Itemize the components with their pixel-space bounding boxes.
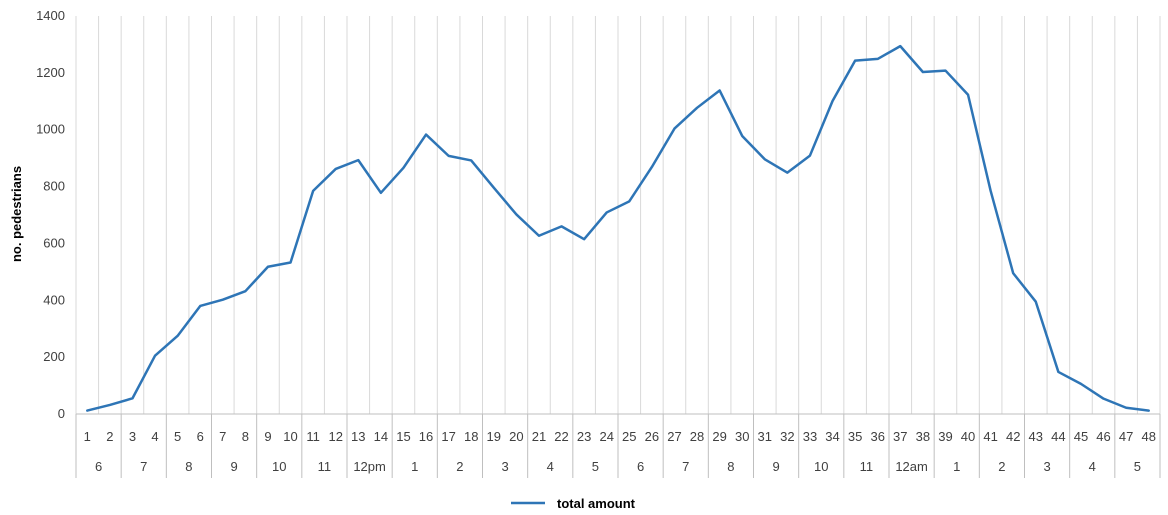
x-tick-label: 21 [532, 429, 546, 444]
x-tick-label: 28 [690, 429, 704, 444]
x-group-label: 3 [501, 459, 508, 474]
x-tick-label: 41 [983, 429, 997, 444]
x-tick-label: 24 [599, 429, 613, 444]
x-tick-label: 9 [264, 429, 271, 444]
data-series [86, 44, 1150, 412]
x-tick-label: 15 [396, 429, 410, 444]
x-tick-label: 43 [1029, 429, 1043, 444]
x-tick-label: 16 [419, 429, 433, 444]
x-tick-label: 17 [441, 429, 455, 444]
x-tick-label: 20 [509, 429, 523, 444]
x-tick-label: 19 [487, 429, 501, 444]
y-tick-label: 1400 [36, 8, 65, 23]
x-tick-label: 40 [961, 429, 975, 444]
x-group-label: 4 [547, 459, 554, 474]
x-tick-label: 37 [893, 429, 907, 444]
x-tick-label: 33 [803, 429, 817, 444]
x-tick-label: 36 [870, 429, 884, 444]
x-group-label: 12pm [353, 459, 386, 474]
x-tick-label: 27 [667, 429, 681, 444]
x-tick-label: 34 [825, 429, 839, 444]
x-tick-label: 12 [328, 429, 342, 444]
x-tick-label: 3 [129, 429, 136, 444]
y-axis-label: no. pedestrians [9, 166, 24, 262]
y-tick-label: 400 [43, 292, 65, 307]
x-group-label: 12am [895, 459, 928, 474]
x-tick-label: 32 [780, 429, 794, 444]
x-tick-label: 39 [938, 429, 952, 444]
x-tick-label: 35 [848, 429, 862, 444]
x-tick-label: 5 [174, 429, 181, 444]
x-group-label: 7 [140, 459, 147, 474]
x-group-label: 7 [682, 459, 689, 474]
x-group-label: 9 [772, 459, 779, 474]
x-tick-label: 48 [1141, 429, 1155, 444]
x-tick-label: 47 [1119, 429, 1133, 444]
vertical-grid [75, 16, 1161, 414]
y-axis: 0 200 400 600 800 1000 1200 1400 [36, 8, 65, 421]
x-group-label: 8 [185, 459, 192, 474]
x-group-label: 2 [456, 459, 463, 474]
x-group-label: 5 [1134, 459, 1141, 474]
y-tick-label: 0 [58, 406, 65, 421]
series-line [86, 44, 1150, 412]
x-group-label: 11 [318, 459, 332, 474]
y-tick-label: 1200 [36, 65, 65, 80]
x-group-label: 6 [637, 459, 644, 474]
x-tick-label: 6 [197, 429, 204, 444]
x-tick-label: 11 [306, 429, 320, 444]
x-tick-label: 2 [106, 429, 113, 444]
x-group-label: 11 [860, 459, 874, 474]
x-group-label: 1 [411, 459, 418, 474]
x-tick-label: 23 [577, 429, 591, 444]
x-tick-label: 8 [242, 429, 249, 444]
y-tick-label: 1000 [36, 122, 65, 137]
x-group-label: 2 [998, 459, 1005, 474]
x-group-label: 1 [953, 459, 960, 474]
x-tick-label: 45 [1074, 429, 1088, 444]
x-tick-label: 14 [374, 429, 388, 444]
x-tick-label: 26 [645, 429, 659, 444]
x-tick-label: 44 [1051, 429, 1065, 444]
x-tick-label: 18 [464, 429, 478, 444]
x-tick-label: 42 [1006, 429, 1020, 444]
x-tick-label: 38 [916, 429, 930, 444]
x-tick-label: 7 [219, 429, 226, 444]
x-tick-label: 13 [351, 429, 365, 444]
legend-label: total amount [557, 496, 636, 511]
x-tick-label: 22 [554, 429, 568, 444]
x-group-label: 5 [592, 459, 599, 474]
x-tick-label: 31 [758, 429, 772, 444]
x-group-label: 6 [95, 459, 102, 474]
x-group-label: 10 [272, 459, 286, 474]
y-tick-label: 600 [43, 235, 65, 250]
x-tick-label: 29 [712, 429, 726, 444]
x-group-label: 3 [1043, 459, 1050, 474]
x-tick-label: 25 [622, 429, 636, 444]
x-group-label: 8 [727, 459, 734, 474]
x-tick-label: 1 [84, 429, 91, 444]
x-group-label: 10 [814, 459, 828, 474]
x-axis: 1 2 3 4 5 6 7 8 9 10 11 12 13 14 15 16 17 18 19 20 21 22 23 24 2… [75, 413, 1161, 478]
x-group-label: 4 [1089, 459, 1096, 474]
x-tick-label: 4 [151, 429, 158, 444]
y-tick-label: 200 [43, 349, 65, 364]
x-tick-label: 30 [735, 429, 749, 444]
x-group-label: 9 [230, 459, 237, 474]
x-tick-label: 46 [1096, 429, 1110, 444]
legend: total amount [511, 496, 636, 511]
x-tick-label: 10 [283, 429, 297, 444]
y-tick-label: 800 [43, 179, 65, 194]
